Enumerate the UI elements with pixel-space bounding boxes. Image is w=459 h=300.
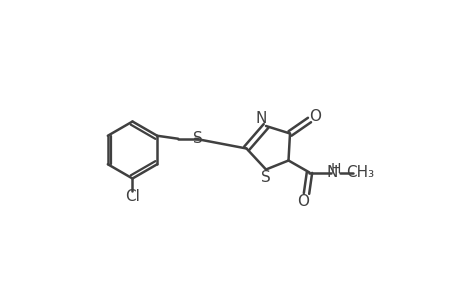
Text: O: O [297, 194, 309, 208]
Text: N: N [255, 111, 267, 126]
Text: CH₃: CH₃ [346, 165, 374, 180]
Text: N: N [325, 165, 337, 180]
Text: O: O [308, 110, 320, 124]
Text: H: H [330, 163, 340, 176]
Text: S: S [261, 170, 270, 185]
Text: Cl: Cl [125, 189, 140, 204]
Text: S: S [192, 131, 202, 146]
